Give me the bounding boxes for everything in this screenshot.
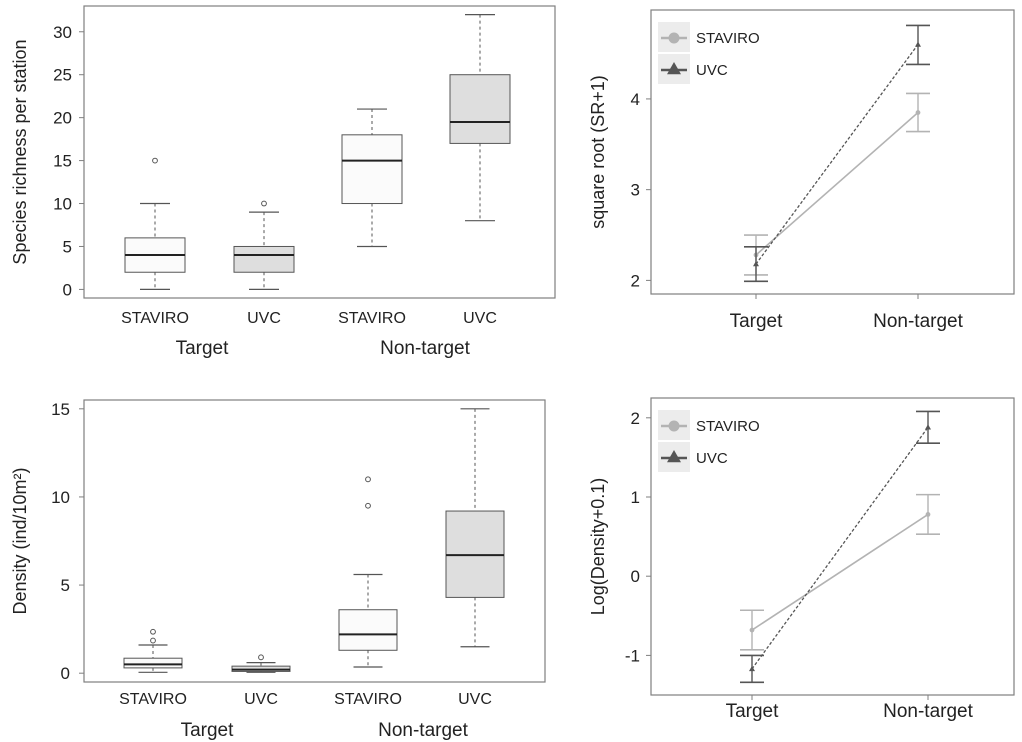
outlier-point xyxy=(150,628,156,635)
y-tick-label: 4 xyxy=(631,90,640,109)
series-line xyxy=(755,44,919,265)
y-tick-label: 10 xyxy=(51,488,70,507)
data-point xyxy=(925,512,931,517)
x-group-label: Non-target xyxy=(380,338,470,359)
legend-3: STAVIRO UVC xyxy=(658,410,760,472)
legend-1: STAVIRO UVC xyxy=(658,22,760,84)
iqr-box xyxy=(123,657,183,669)
iqr-box xyxy=(233,245,295,273)
legend-marker xyxy=(668,420,680,432)
legend-marker xyxy=(668,32,680,44)
x-category-label: STAVIRO xyxy=(119,691,187,708)
data-point xyxy=(915,110,921,115)
iqr-box xyxy=(449,74,511,144)
data-point xyxy=(749,665,755,672)
y-tick-label: 0 xyxy=(63,280,72,299)
y-tick-label: 25 xyxy=(53,66,72,85)
series-3-1 xyxy=(740,410,940,684)
y-tick-label: 0 xyxy=(631,567,640,586)
x-category-label: STAVIRO xyxy=(121,310,189,327)
box-2-0 xyxy=(123,628,183,673)
y-tick-label: 0 xyxy=(61,664,70,683)
y-axis-label: Species richness per station xyxy=(10,39,30,264)
y-tick-label: 5 xyxy=(63,237,72,256)
y-tick-label: 20 xyxy=(53,109,72,128)
x-category-label: Non-target xyxy=(883,701,973,722)
x-group-label: Target xyxy=(181,720,235,741)
x-category-label: STAVIRO xyxy=(338,310,406,327)
y-tick-label: 2 xyxy=(631,271,640,290)
series-line xyxy=(751,513,929,631)
box-0-2 xyxy=(341,108,403,248)
y-tick-label: 10 xyxy=(53,195,72,214)
plot-frame-1 xyxy=(650,9,1015,295)
legend-label: UVC xyxy=(696,450,728,467)
data-point xyxy=(915,41,921,47)
legend-marker xyxy=(667,62,681,75)
data-point xyxy=(749,627,755,633)
outlier-point xyxy=(365,476,371,483)
box-2-1 xyxy=(231,654,291,673)
outlier-point xyxy=(150,637,156,644)
y-axis-label: Log(Density+0.1) xyxy=(588,478,608,616)
y-tick-label: 15 xyxy=(53,152,72,171)
x-category-label: Target xyxy=(730,311,784,332)
outlier-point xyxy=(365,502,371,509)
series-line xyxy=(755,111,919,256)
x-category-label: UVC xyxy=(244,691,278,708)
box-0-1 xyxy=(233,200,295,291)
x-category-label: Non-target xyxy=(873,311,963,332)
iqr-box xyxy=(341,134,403,205)
x-category-label: UVC xyxy=(458,691,492,708)
iqr-box xyxy=(338,609,398,651)
x-category-label: UVC xyxy=(463,310,497,327)
legend-marker xyxy=(667,450,681,463)
y-tick-label: 30 xyxy=(53,23,72,42)
box-2-2 xyxy=(338,476,398,668)
data-point xyxy=(925,424,931,430)
y-tick-label: 15 xyxy=(51,400,70,419)
y-tick-label: -1 xyxy=(625,646,640,665)
series-3-0 xyxy=(740,493,940,651)
legend-label: STAVIRO xyxy=(696,30,760,47)
data-point xyxy=(753,261,759,267)
box-2-3 xyxy=(445,408,505,648)
legend-label: STAVIRO xyxy=(696,418,760,435)
y-tick-label: 1 xyxy=(631,488,640,507)
x-category-label: Target xyxy=(726,701,780,722)
box-0-0 xyxy=(124,157,186,291)
x-category-label: STAVIRO xyxy=(334,691,402,708)
x-category-label: UVC xyxy=(247,310,281,327)
outlier-point xyxy=(261,200,267,207)
box-0-3 xyxy=(449,13,511,222)
y-tick-label: 2 xyxy=(631,409,640,428)
x-group-label: Target xyxy=(176,338,230,359)
y-tick-label: 3 xyxy=(631,181,640,200)
plot-frame-3 xyxy=(650,397,1015,696)
x-group-label: Non-target xyxy=(378,720,468,741)
series-1-1 xyxy=(744,24,930,283)
legend-label: UVC xyxy=(696,62,728,79)
outlier-point xyxy=(152,157,158,164)
y-axis-label: Density (ind/10m²) xyxy=(10,467,30,614)
y-axis-label: square root (SR+1) xyxy=(588,75,608,229)
y-tick-label: 5 xyxy=(61,576,70,595)
outlier-point xyxy=(258,654,264,661)
